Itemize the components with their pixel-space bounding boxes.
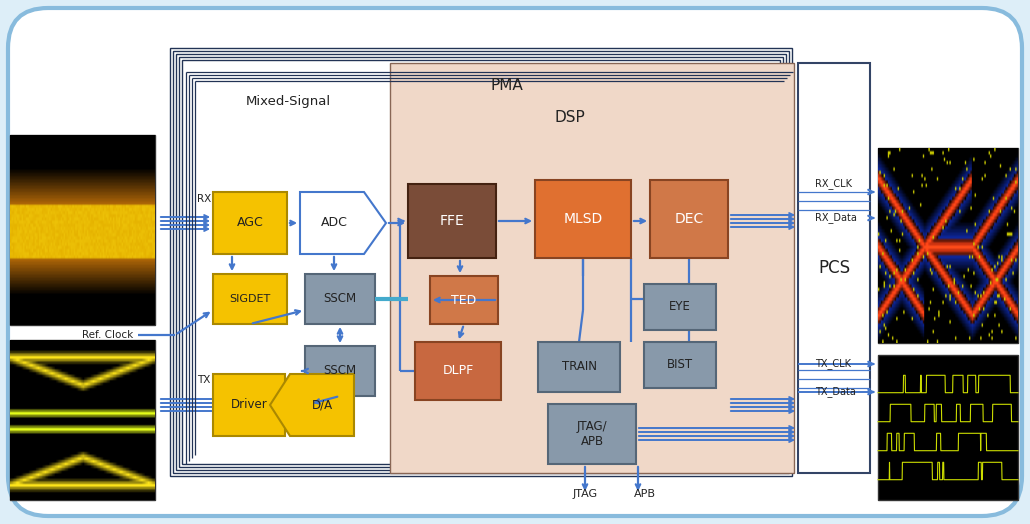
Text: RX_Data: RX_Data — [815, 213, 857, 223]
Bar — [548, 404, 636, 464]
Bar — [305, 346, 375, 396]
Text: Ref. Clock: Ref. Clock — [81, 330, 133, 340]
Text: SIGDET: SIGDET — [230, 294, 271, 304]
Bar — [10, 340, 154, 500]
Text: RX: RX — [197, 194, 211, 204]
FancyBboxPatch shape — [8, 8, 1022, 516]
Text: BIST: BIST — [667, 358, 693, 372]
Bar — [179, 57, 783, 467]
Bar — [213, 374, 285, 436]
Bar — [173, 51, 789, 473]
Text: TX: TX — [197, 375, 210, 385]
Bar — [415, 342, 501, 400]
Bar — [170, 48, 792, 476]
Text: Driver: Driver — [231, 398, 268, 411]
Text: TX_CLK: TX_CLK — [815, 358, 851, 369]
Bar — [878, 355, 1018, 500]
Text: AGC: AGC — [237, 216, 264, 230]
Text: TX_Data: TX_Data — [815, 387, 856, 397]
Bar — [538, 342, 620, 392]
Text: APB: APB — [634, 489, 656, 499]
Bar — [535, 180, 631, 258]
Text: TRAIN: TRAIN — [561, 361, 596, 374]
Text: PCS: PCS — [818, 259, 850, 277]
Polygon shape — [270, 374, 354, 436]
Bar — [305, 274, 375, 324]
Bar — [650, 180, 728, 258]
Bar — [10, 135, 154, 325]
Text: Mixed-Signal: Mixed-Signal — [245, 95, 331, 108]
Text: JTAG/
APB: JTAG/ APB — [577, 420, 608, 448]
Text: TED: TED — [451, 293, 477, 307]
Bar — [878, 148, 1018, 343]
Text: PMA: PMA — [490, 78, 523, 93]
Text: ADC: ADC — [320, 216, 347, 230]
Text: D/A: D/A — [311, 398, 333, 411]
Bar — [390, 63, 794, 473]
Bar — [182, 60, 780, 464]
Text: RX_CLK: RX_CLK — [815, 179, 852, 190]
Polygon shape — [300, 192, 386, 254]
Text: DEC: DEC — [675, 212, 703, 226]
Text: EYE: EYE — [670, 300, 691, 313]
Bar — [213, 274, 287, 324]
Bar — [798, 63, 870, 473]
Text: SSCM: SSCM — [323, 292, 356, 305]
Bar — [430, 276, 497, 324]
Text: FFE: FFE — [440, 214, 465, 228]
Bar — [408, 184, 496, 258]
Text: SSCM: SSCM — [323, 365, 356, 377]
Bar — [213, 192, 287, 254]
Text: MLSD: MLSD — [563, 212, 603, 226]
Text: JTAG: JTAG — [573, 489, 597, 499]
Text: DSP: DSP — [554, 111, 585, 126]
Bar — [176, 54, 786, 470]
Bar — [644, 284, 716, 330]
Text: DLPF: DLPF — [442, 365, 474, 377]
Bar — [644, 342, 716, 388]
